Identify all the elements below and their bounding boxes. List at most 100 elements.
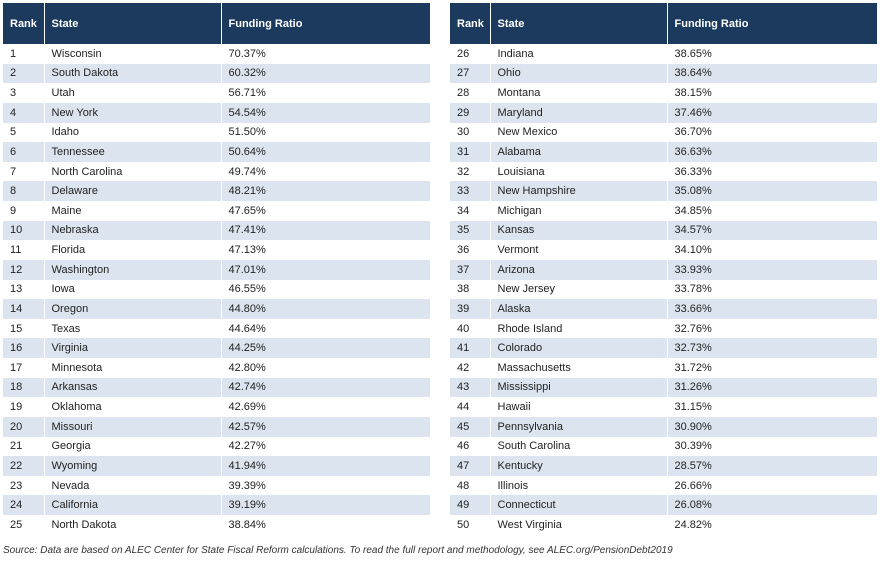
table-row: 48 Illinois 26.66% xyxy=(450,475,877,496)
ratio-cell: 31.26% xyxy=(667,377,877,398)
table-row: 11 Florida 47.13% xyxy=(3,240,430,260)
state-cell: Missouri xyxy=(44,416,222,437)
rank-cell: 8 xyxy=(3,181,45,201)
header-row: Rank State Funding Ratio xyxy=(450,3,877,44)
table-row: 16 Virginia 44.25% xyxy=(3,338,430,358)
table-row: 37 Arizona 33.93% xyxy=(450,259,877,280)
rank-cell: 19 xyxy=(3,397,45,417)
table-row: 22 Wyoming 41.94% xyxy=(3,456,430,476)
state-cell: Maryland xyxy=(490,102,668,123)
rank-cell: 44 xyxy=(450,397,491,417)
table-row: 21 Georgia 42.27% xyxy=(3,436,430,457)
ratio-cell: 48.21% xyxy=(221,181,430,201)
state-cell: Nebraska xyxy=(44,220,222,241)
ratio-cell: 47.65% xyxy=(221,201,430,221)
ratio-cell: 33.78% xyxy=(667,279,877,300)
state-cell: Massachusetts xyxy=(490,358,668,378)
ratio-cell: 41.94% xyxy=(221,456,430,476)
state-cell: Oklahoma xyxy=(44,397,222,417)
ratio-cell: 34.10% xyxy=(667,240,877,260)
column-header: State xyxy=(490,3,668,44)
table-row: 40 Rhode Island 32.76% xyxy=(450,318,877,339)
table-row: 43 Mississippi 31.26% xyxy=(450,377,877,398)
state-cell: New York xyxy=(44,102,222,123)
state-cell: Rhode Island xyxy=(490,318,668,339)
table-row: 6 Tennessee 50.64% xyxy=(3,142,430,162)
ratio-cell: 26.66% xyxy=(667,475,877,496)
state-cell: Montana xyxy=(490,83,668,103)
table-row: 5 Idaho 51.50% xyxy=(3,122,430,143)
table-row: 1 Wisconsin 70.37% xyxy=(3,44,430,64)
ratio-cell: 26.08% xyxy=(667,495,877,515)
table-row: 24 California 39.19% xyxy=(3,495,430,515)
state-cell: Texas xyxy=(44,318,222,339)
ratio-cell: 42.69% xyxy=(221,397,430,417)
state-cell: Alabama xyxy=(490,142,668,162)
ratio-cell: 36.33% xyxy=(667,161,877,182)
rank-cell: 36 xyxy=(450,240,491,260)
rank-cell: 43 xyxy=(450,377,491,398)
ratio-cell: 31.15% xyxy=(667,397,877,417)
rank-cell: 17 xyxy=(3,358,45,378)
table-row: 42 Massachusetts 31.72% xyxy=(450,358,877,378)
state-cell: Mississippi xyxy=(490,377,668,398)
ratio-cell: 44.25% xyxy=(221,338,430,358)
table-row: 46 South Carolina 30.39% xyxy=(450,436,877,457)
rank-cell: 18 xyxy=(3,377,45,398)
table-row: 45 Pennsylvania 30.90% xyxy=(450,416,877,437)
rank-cell: 41 xyxy=(450,338,491,358)
ratio-cell: 30.90% xyxy=(667,416,877,437)
ratio-cell: 38.64% xyxy=(667,63,877,84)
column-header: Funding Ratio xyxy=(221,3,430,44)
ratio-cell: 34.57% xyxy=(667,220,877,241)
rank-cell: 49 xyxy=(450,495,491,515)
rank-cell: 7 xyxy=(3,161,45,182)
ratio-cell: 39.19% xyxy=(221,495,430,515)
rank-cell: 47 xyxy=(450,456,491,476)
table-row: 10 Nebraska 47.41% xyxy=(3,220,430,241)
rank-cell: 1 xyxy=(3,44,45,64)
state-cell: Michigan xyxy=(490,201,668,221)
state-cell: Utah xyxy=(44,83,222,103)
state-cell: New Jersey xyxy=(490,279,668,300)
table-row: 31 Alabama 36.63% xyxy=(450,142,877,162)
rank-cell: 46 xyxy=(450,436,491,457)
table-row: 4 New York 54.54% xyxy=(3,102,430,123)
state-cell: Illinois xyxy=(490,475,668,496)
rank-cell: 11 xyxy=(3,240,45,260)
rank-cell: 9 xyxy=(3,201,45,221)
rank-cell: 26 xyxy=(450,44,491,64)
rank-cell: 34 xyxy=(450,201,491,221)
state-cell: Washington xyxy=(44,259,222,280)
state-cell: Pennsylvania xyxy=(490,416,668,437)
table-row: 2 South Dakota 60.32% xyxy=(3,63,430,84)
column-header: Rank xyxy=(3,3,45,44)
ratio-cell: 30.39% xyxy=(667,436,877,457)
ratio-cell: 38.65% xyxy=(667,44,877,64)
state-cell: Kentucky xyxy=(490,456,668,476)
state-cell: Nevada xyxy=(44,475,222,496)
table-row: 20 Missouri 42.57% xyxy=(3,416,430,437)
rank-cell: 16 xyxy=(3,338,45,358)
ratio-cell: 42.74% xyxy=(221,377,430,398)
ratio-cell: 60.32% xyxy=(221,63,430,84)
rank-cell: 2 xyxy=(3,63,45,84)
state-cell: California xyxy=(44,495,222,515)
state-cell: Ohio xyxy=(490,63,668,84)
ratio-cell: 42.27% xyxy=(221,436,430,457)
state-cell: New Hampshire xyxy=(490,181,668,201)
state-cell: Arizona xyxy=(490,259,668,280)
ranking-table: Rank State Funding Ratio 1 Wisconsin 70.37% 2 S… xyxy=(3,3,430,535)
rank-cell: 31 xyxy=(450,142,491,162)
table-row: 13 Iowa 46.55% xyxy=(3,279,430,300)
state-cell: Tennessee xyxy=(44,142,222,162)
column-header: Rank xyxy=(450,3,491,44)
ratio-cell: 24.82% xyxy=(667,515,877,535)
rank-cell: 21 xyxy=(3,436,45,457)
table-row: 25 North Dakota 38.84% xyxy=(3,515,430,535)
table-row: 35 Kansas 34.57% xyxy=(450,220,877,241)
table-row: 19 Oklahoma 42.69% xyxy=(3,397,430,417)
ratio-cell: 56.71% xyxy=(221,83,430,103)
ratio-cell: 54.54% xyxy=(221,102,430,123)
